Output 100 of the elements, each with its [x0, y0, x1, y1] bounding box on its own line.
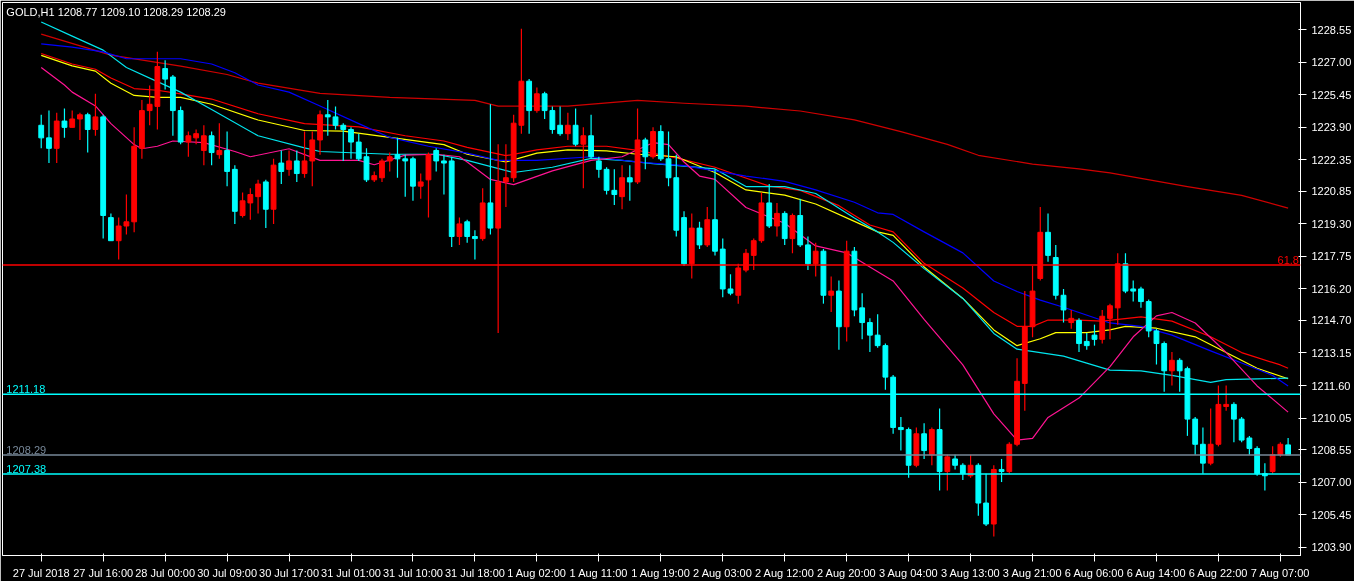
candlestick: [727, 273, 734, 296]
candlestick: [1091, 324, 1098, 347]
x-tick-label: 2 Aug 12:00: [755, 566, 814, 579]
candlestick: [394, 137, 401, 179]
candlestick: [503, 143, 509, 208]
candlestick: [595, 156, 602, 179]
candlestick: [61, 107, 68, 139]
candlestick: [1107, 303, 1113, 340]
candlestick: [789, 212, 796, 254]
candlestick: [286, 149, 292, 177]
candlestick: [46, 109, 52, 164]
candlestick: [472, 229, 478, 261]
x-tick-label: 2 Aug 03:00: [693, 566, 752, 579]
x-tick-label: 31 Jul 10:00: [383, 566, 443, 579]
candlestick: [340, 122, 347, 162]
candlestick: [572, 107, 579, 147]
y-tick-label: 1205.45: [1311, 508, 1352, 521]
candlestick: [123, 193, 130, 235]
candlestick: [216, 122, 223, 160]
candlestick: [115, 217, 122, 261]
candlestick: [456, 217, 463, 246]
x-tick-label: 1 Aug 11:00: [569, 566, 628, 579]
candlestick: [84, 112, 91, 154]
x-tick-label: 28 Jul 00:00: [135, 566, 196, 579]
candlestick: [208, 130, 215, 166]
y-tick-label: 1220.85: [1311, 185, 1352, 198]
x-tick-label: 3 Aug 04:00: [878, 566, 938, 579]
candlestick: [108, 212, 114, 242]
x-tick-label: 6 Aug 06:00: [1064, 566, 1124, 579]
y-tick-label: 1219.30: [1311, 217, 1352, 230]
y-tick-label: 1207.00: [1311, 476, 1352, 489]
y-tick-label: 1208.55: [1311, 443, 1352, 456]
candlestick: [805, 235, 811, 271]
candlestick: [1068, 309, 1075, 330]
y-tick-label: 1217.75: [1311, 250, 1352, 263]
candlestick: [921, 422, 928, 460]
candlestick: [162, 59, 169, 91]
candlestick: [92, 93, 99, 137]
candlestick: [301, 130, 308, 179]
candlestick: [580, 126, 587, 189]
candlestick: [564, 112, 571, 141]
candlestick: [224, 130, 230, 187]
candlestick: [944, 454, 951, 492]
y-tick-label: 1211.60: [1311, 379, 1351, 392]
y-tick-label: 1225.45: [1311, 88, 1352, 101]
candlestick: [379, 158, 385, 183]
candlestick: [859, 292, 866, 340]
candlestick: [766, 183, 773, 229]
candlestick: [193, 128, 200, 145]
x-tick-label: 1 Aug 19:00: [631, 566, 690, 579]
x-tick-label: 30 Jul 09:00: [197, 566, 258, 579]
candlestick: [642, 137, 649, 170]
candlestick: [185, 130, 192, 158]
candlestick: [433, 147, 440, 173]
candlestick: [278, 149, 285, 185]
candlestick: [38, 114, 45, 149]
candlestick: [1138, 286, 1144, 309]
candlestick: [332, 105, 339, 131]
y-tick-label: 1228.55: [1311, 23, 1352, 36]
x-tick-label: 31 Jul 01:00: [321, 566, 381, 579]
y-tick-label: 1213.15: [1311, 346, 1352, 359]
candlestick: [1076, 317, 1082, 353]
x-tick-label: 30 Jul 17:00: [259, 566, 320, 579]
candlestick: [200, 124, 207, 166]
candlestick: [386, 151, 393, 173]
candlestick: [464, 219, 471, 244]
x-tick-label: 27 Jul 16:00: [73, 566, 134, 579]
y-tick-label: 1214.70: [1311, 314, 1352, 327]
candlestick: [774, 202, 780, 238]
candlestick: [897, 416, 904, 452]
candlestick: [293, 149, 300, 183]
candlestick: [1231, 401, 1237, 443]
candlestick: [533, 86, 540, 114]
y-tick-label: 1216.20: [1311, 282, 1352, 295]
x-tick-label: 31 Jul 18:00: [444, 566, 505, 579]
x-tick-label: 6 Aug 14:00: [1126, 566, 1186, 579]
candlestick: [611, 168, 618, 206]
x-tick-label: 3 Aug 21:00: [1002, 566, 1062, 579]
x-tick-label: 2 Aug 20:00: [817, 566, 876, 579]
y-tick-label: 1223.90: [1311, 121, 1352, 134]
ref-line-label: 1211.18: [6, 383, 46, 396]
candlestick: [402, 154, 409, 198]
candlestick: [1223, 384, 1230, 412]
candlestick: [557, 105, 564, 137]
y-tick-label: 1210.05: [1311, 412, 1352, 425]
candlestick: [324, 99, 331, 137]
candlestick: [309, 130, 316, 187]
candlestick: [1045, 212, 1051, 263]
chart-title: GOLD,H1 1208.77 1209.10 1208.29 1208.29: [6, 5, 226, 18]
candlestick: [1269, 445, 1276, 475]
x-tick-label: 6 Aug 22:00: [1188, 566, 1248, 579]
y-tick-label: 1203.90: [1311, 541, 1352, 554]
candlestick: [441, 154, 447, 196]
ref-line-label: 1207.38: [6, 463, 47, 476]
candlestick: [255, 179, 261, 215]
candlestick: [603, 166, 610, 196]
x-tick-label: 7 Aug 07:00: [1250, 566, 1310, 579]
candlestick: [867, 317, 873, 353]
candlestick: [1169, 351, 1175, 387]
candlestick: [619, 164, 625, 210]
